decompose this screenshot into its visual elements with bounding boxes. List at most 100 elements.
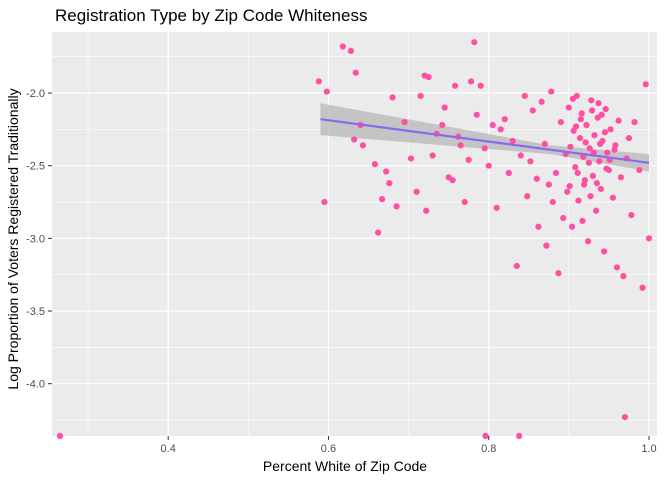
data-point: [401, 119, 408, 126]
data-point: [481, 145, 488, 152]
x-tick-label: 1.0: [641, 443, 656, 455]
trend-line-layer: [320, 118, 650, 164]
data-point: [429, 152, 436, 159]
data-point: [593, 180, 601, 187]
data-point: [423, 207, 430, 214]
data-point: [545, 181, 552, 188]
y-tick-label: -4.0: [26, 379, 45, 391]
data-point: [586, 145, 593, 152]
data-point: [588, 107, 596, 114]
data-point: [597, 140, 604, 147]
data-point: [389, 94, 396, 101]
data-point: [615, 117, 622, 124]
data-point: [538, 98, 545, 105]
data-point: [569, 95, 576, 102]
data-point: [467, 78, 475, 85]
data-point: [527, 158, 534, 165]
data-point: [580, 181, 588, 188]
data-point: [393, 203, 400, 210]
data-point: [339, 43, 346, 50]
data-point: [584, 238, 592, 245]
data-point: [485, 162, 492, 169]
x-tick-label: 0.4: [161, 443, 176, 455]
data-point: [482, 432, 489, 440]
data-point: [628, 212, 635, 219]
data-point: [580, 153, 587, 161]
data-point: [639, 284, 646, 291]
data-point: [596, 158, 603, 165]
data-point: [604, 149, 611, 156]
data-point: [371, 161, 379, 168]
data-point: [457, 142, 464, 149]
data-point: [574, 169, 581, 177]
data-point: [582, 139, 589, 146]
data-point: [379, 196, 386, 203]
data-point: [642, 81, 649, 88]
data-point: [543, 242, 550, 249]
data-point: [572, 164, 579, 171]
data-point: [375, 229, 382, 236]
data-point: [576, 134, 584, 142]
data-point: [585, 159, 592, 166]
data-point: [603, 165, 610, 172]
data-point: [555, 270, 562, 277]
data-point: [611, 146, 618, 153]
data-point: [509, 137, 516, 145]
data-point: [577, 116, 584, 123]
data-point: [591, 132, 598, 139]
data-point: [602, 105, 609, 113]
data-point: [557, 119, 564, 126]
data-point: [601, 129, 609, 136]
data-point: [473, 111, 480, 118]
x-tick-label: 0.8: [481, 443, 496, 455]
x-tick-label: 0.6: [321, 443, 336, 455]
data-point: [568, 223, 576, 230]
data-point: [465, 156, 472, 163]
data-point: [541, 140, 548, 147]
data-point: [617, 174, 625, 181]
data-point: [439, 121, 446, 129]
data-point: [323, 88, 330, 95]
data-point: [471, 39, 478, 46]
data-point: [589, 172, 596, 179]
data-point: [493, 204, 500, 211]
data-point: [441, 104, 448, 111]
data-point: [564, 188, 571, 195]
data-point: [607, 126, 614, 133]
data-point: [425, 73, 432, 81]
y-tick-label: -3.5: [26, 306, 45, 318]
data-point: [636, 166, 643, 174]
data-point: [566, 182, 573, 190]
data-point: [477, 82, 484, 89]
x-axis-ticks: 0.4 0.6 0.8 1.0: [161, 436, 657, 455]
data-point: [497, 126, 504, 133]
data-point: [56, 432, 64, 440]
x-axis-title: Percent White of Zip Code: [263, 458, 427, 474]
data-point: [386, 180, 393, 187]
data-point: [449, 177, 456, 184]
data-point: [620, 273, 627, 280]
data-point: [383, 168, 390, 175]
data-point: [516, 432, 523, 440]
plot-panel: [52, 32, 657, 436]
data-point: [572, 123, 580, 130]
data-point: [588, 97, 595, 104]
data-point: [575, 197, 582, 204]
data-point: [451, 82, 459, 89]
y-axis-title: Log Proportion of Voters Registered Trad…: [5, 88, 21, 389]
data-point: [524, 193, 531, 200]
data-point: [560, 214, 567, 222]
data-point: [625, 134, 633, 142]
points-layer: [56, 39, 653, 440]
data-point: [359, 142, 367, 149]
data-point: [350, 136, 358, 143]
data-point: [513, 262, 520, 270]
data-point: [592, 207, 600, 214]
data-point: [321, 198, 328, 206]
data-point: [501, 116, 508, 123]
data-point: [621, 414, 629, 421]
data-point: [587, 193, 594, 200]
chart-title: Registration Type by Zip Code Whiteness: [55, 6, 367, 25]
data-point: [595, 100, 602, 107]
data-point: [461, 198, 468, 206]
